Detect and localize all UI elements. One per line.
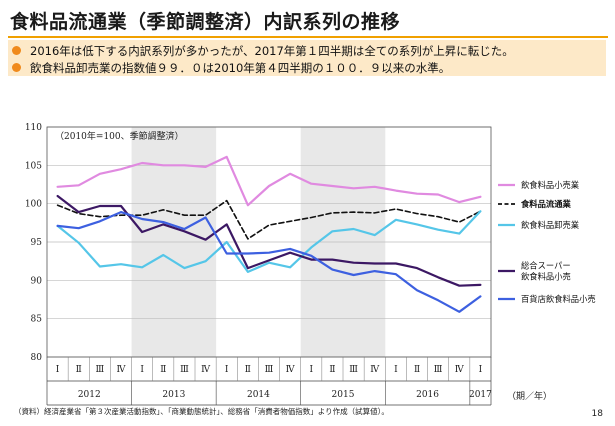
summary-note-text: 飲食料品卸売業の指数値９９．０は2010年第４四半期の１００．９以来の水準。 xyxy=(30,61,451,75)
x-tick-quarter: Ⅲ xyxy=(434,365,443,375)
x-tick-quarter: Ⅱ xyxy=(245,365,251,375)
x-tick-quarter: Ⅳ xyxy=(117,365,127,375)
summary-box: 2016年は低下する内訳系列が多かったが、2017年第１四半期は全ての系列が上昇… xyxy=(8,40,606,76)
x-tick-quarter: Ⅱ xyxy=(414,365,420,375)
x-tick-quarter: Ⅰ xyxy=(394,365,398,375)
x-tick-year: 2012 xyxy=(78,390,101,400)
legend-label: 飲食料品小売業 xyxy=(521,180,579,190)
x-tick-quarter: Ⅱ xyxy=(76,365,82,375)
x-tick-year: 2014 xyxy=(247,390,270,400)
title-underline xyxy=(8,36,608,38)
x-tick-quarter: Ⅲ xyxy=(265,365,274,375)
x-tick-quarter: Ⅱ xyxy=(160,365,166,375)
bullet-icon xyxy=(12,63,21,72)
series-line-5 xyxy=(56,211,482,313)
x-tick-year: 2017 xyxy=(469,390,492,400)
x-tick-quarter: Ⅳ xyxy=(201,365,211,375)
x-tick-quarter: Ⅰ xyxy=(479,365,483,375)
legend-label: 飲食料品卸売業 xyxy=(521,220,579,230)
y-tick-label: 100 xyxy=(25,200,42,210)
series-line-1 xyxy=(56,155,482,207)
plot-frame xyxy=(46,126,492,358)
x-tick-quarter: Ⅳ xyxy=(286,365,296,375)
page-number: 18 xyxy=(591,409,603,419)
y-tick-label: 85 xyxy=(31,315,43,325)
y-tick-label: 105 xyxy=(25,161,42,171)
x-tick-quarter: Ⅳ xyxy=(455,365,465,375)
x-tick-quarter: Ⅰ xyxy=(140,365,144,375)
chart-annotation: （2010年=100、季節調整済） xyxy=(55,130,184,142)
y-tick-label: 110 xyxy=(25,123,42,133)
y-tick-label: 80 xyxy=(31,353,43,363)
x-tick-quarter: Ⅰ xyxy=(56,365,60,375)
legend-label: 飲食料品小売 xyxy=(521,272,571,282)
x-tick-year: 2013 xyxy=(162,390,185,400)
legend-label: 百貨店飲食料品小売 xyxy=(521,294,596,304)
x-axis-unit-label: （期／年） xyxy=(507,390,552,402)
x-tick-quarter: Ⅱ xyxy=(329,365,335,375)
x-tick-year: 2015 xyxy=(332,390,355,400)
x-tick-quarter: Ⅲ xyxy=(96,365,105,375)
series-line-3 xyxy=(56,210,482,273)
bullet-icon xyxy=(12,46,21,55)
source-footnote: （資料）経済産業省「第３次産業活動指数」、「商業動態統計」、総務省「消費者物価指… xyxy=(14,407,389,416)
x-tick-quarter: Ⅰ xyxy=(310,365,314,375)
x-tick-quarter: Ⅲ xyxy=(180,365,189,375)
page-title: 食料品流通業（季節調整済）内訳系列の推移 xyxy=(10,11,401,33)
y-tick-label: 95 xyxy=(31,238,43,248)
x-tick-quarter: Ⅳ xyxy=(370,365,380,375)
x-tick-quarter: Ⅰ xyxy=(225,365,229,375)
x-tick-quarter: Ⅲ xyxy=(349,365,358,375)
legend-label: 総合スーパー xyxy=(521,261,571,271)
y-tick-label: 90 xyxy=(31,276,43,286)
series-line-4 xyxy=(56,194,482,287)
summary-note-text: 2016年は低下する内訳系列が多かったが、2017年第１四半期は全ての系列が上昇… xyxy=(30,44,514,58)
x-tick-year: 2016 xyxy=(416,390,439,400)
legend-label: 食料品流通業 xyxy=(521,199,571,209)
